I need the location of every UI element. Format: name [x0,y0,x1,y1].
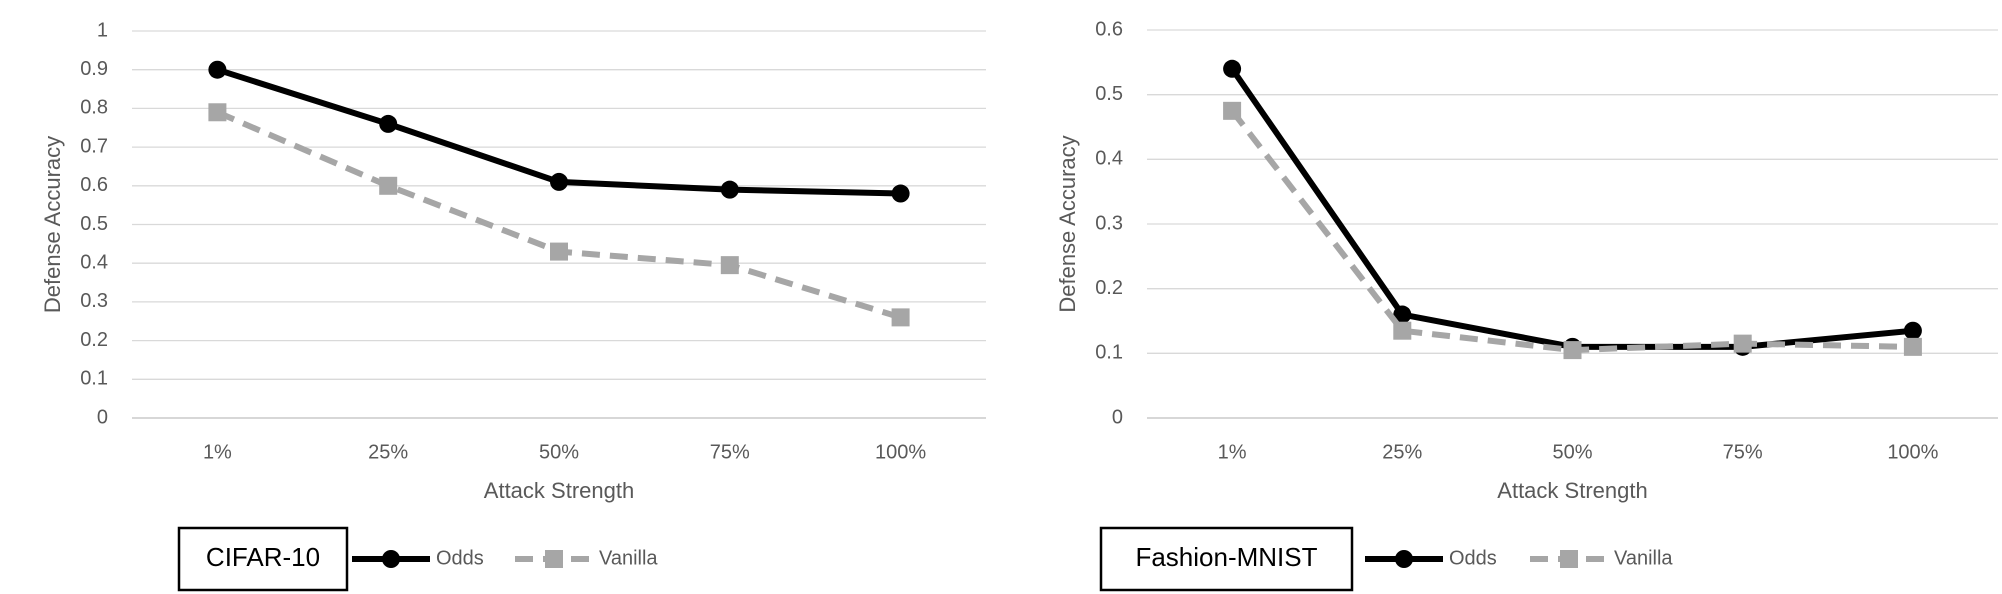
x-tick-label: 75% [710,441,750,463]
y-tick-label: 0 [1112,406,1123,428]
y-tick-label: 0.4 [1095,148,1123,170]
legend-marker [545,550,563,568]
x-tick-label: 1% [1218,441,1247,463]
x-tick-label: 1% [203,441,232,463]
chart-title: CIFAR-10 [206,542,320,572]
y-tick-label: 0.3 [1095,212,1123,234]
y-tick-label: 0.6 [1095,18,1123,40]
point [1903,337,1922,356]
point [208,103,227,122]
series-line [1229,67,1914,350]
point [550,242,568,261]
y-tick-label: 0.8 [80,97,108,119]
point [1393,305,1412,324]
chart-title: Fashion-MNIST [1135,542,1317,572]
title-box [177,526,349,592]
point [208,60,227,79]
point [891,184,910,203]
y-axis-title: Defense Accuracy [40,136,65,313]
title-box [1099,526,1354,592]
legend-marker [1395,550,1413,568]
y-tick-label: 0.1 [1095,342,1123,364]
x-tick-label: 100% [875,441,926,463]
x-axis-title: Attack Strength [1497,478,1647,503]
point [1223,59,1242,78]
y-tick-label: 0.1 [80,368,108,390]
y-tick-label: 0.9 [80,58,108,80]
x-tick-label: 50% [539,441,579,463]
y-tick-label: 0 [97,406,108,428]
series-line [216,109,902,321]
y-tick-label: 1 [97,19,108,41]
y-tick-label: 0.5 [1095,83,1123,105]
point [379,176,398,195]
point [720,256,739,275]
y-tick-label: 0.7 [80,135,108,157]
y-tick-label: 0.2 [1095,277,1123,299]
point [1903,321,1922,340]
y-axis-title: Defense Accuracy [1055,135,1080,312]
point [1223,101,1242,120]
x-tick-label: 75% [1723,441,1763,463]
legend-label: Odds [436,547,484,569]
legend-marker [382,550,400,568]
point [379,114,398,133]
point [891,308,910,327]
y-tick-label: 0.6 [80,174,108,196]
point [550,172,568,191]
y-tick-label: 0.5 [80,213,108,235]
legend-label: Vanilla [599,547,658,569]
legend-label: Odds [1449,547,1497,569]
point [1733,334,1752,353]
y-tick-label: 0.4 [80,251,108,273]
point [1393,321,1412,340]
legend-label: Vanilla [1614,547,1673,569]
y-tick-label: 0.3 [80,290,108,312]
y-tick-label: 0.2 [80,329,108,351]
series-line [1229,108,1913,354]
x-tick-label: 25% [368,441,408,463]
legend-marker [1560,550,1578,568]
x-tick-label: 25% [1382,441,1422,463]
x-tick-label: 50% [1552,441,1592,463]
point [720,180,739,199]
x-axis-title: Attack Strength [484,478,634,503]
point [1563,341,1582,360]
x-tick-label: 100% [1887,441,1938,463]
